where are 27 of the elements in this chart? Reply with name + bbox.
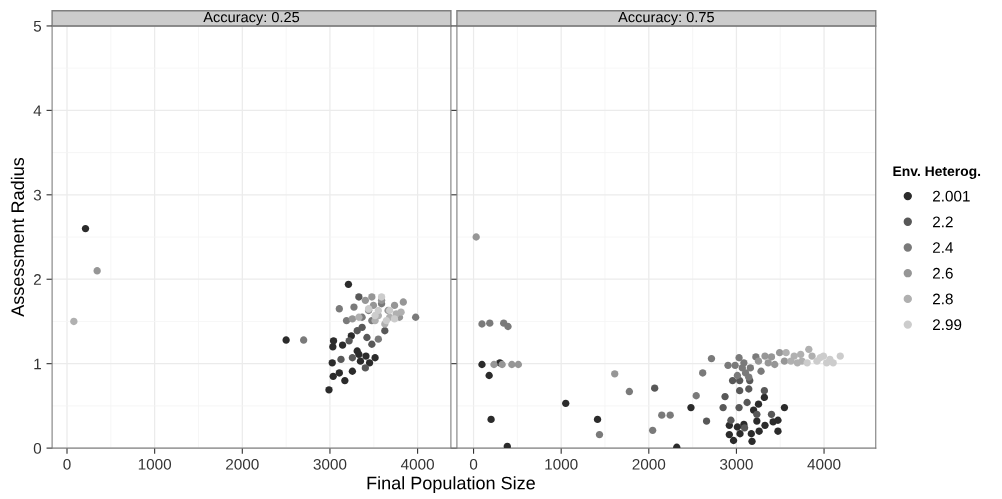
y-tick-label: 3 (33, 189, 42, 201)
legend-label: 2.001 (932, 190, 970, 202)
legend-label: 2.2 (932, 216, 953, 228)
x-tick-label: 3000 (720, 458, 753, 470)
y-tick-label: 5 (33, 20, 42, 32)
legend-label: 2.8 (932, 293, 953, 305)
chart-title: Accuracy: 0.75 (618, 11, 714, 26)
x-tick-label: 4000 (400, 458, 434, 470)
y-tick-label: 2 (33, 274, 41, 285)
y-tick-label: 1 (34, 358, 41, 370)
y-tick-label: 0 (33, 442, 42, 454)
x-tick-label: 0 (469, 458, 478, 470)
y-axis-title: Assessment Radius (10, 157, 25, 317)
y-tick-label: 4 (33, 105, 42, 116)
x-tick-label: 3000 (313, 458, 347, 470)
legend-label: 2.4 (932, 242, 954, 253)
x-tick-label: 1000 (138, 458, 172, 470)
x-tick-label: 0 (63, 458, 71, 470)
chart-title: Accuracy: 0.25 (203, 11, 300, 26)
x-tick-label: 2000 (632, 458, 666, 470)
x-tick-label: 1000 (545, 458, 578, 470)
legend-title: Env. Heterog. (893, 166, 981, 179)
legend-label: 2.99 (932, 319, 962, 331)
legend-label: 2.6 (932, 267, 953, 279)
x-axis-title: Final Population Size (367, 476, 535, 494)
x-tick-label: 2000 (226, 458, 259, 470)
x-tick-label: 4000 (807, 458, 841, 470)
